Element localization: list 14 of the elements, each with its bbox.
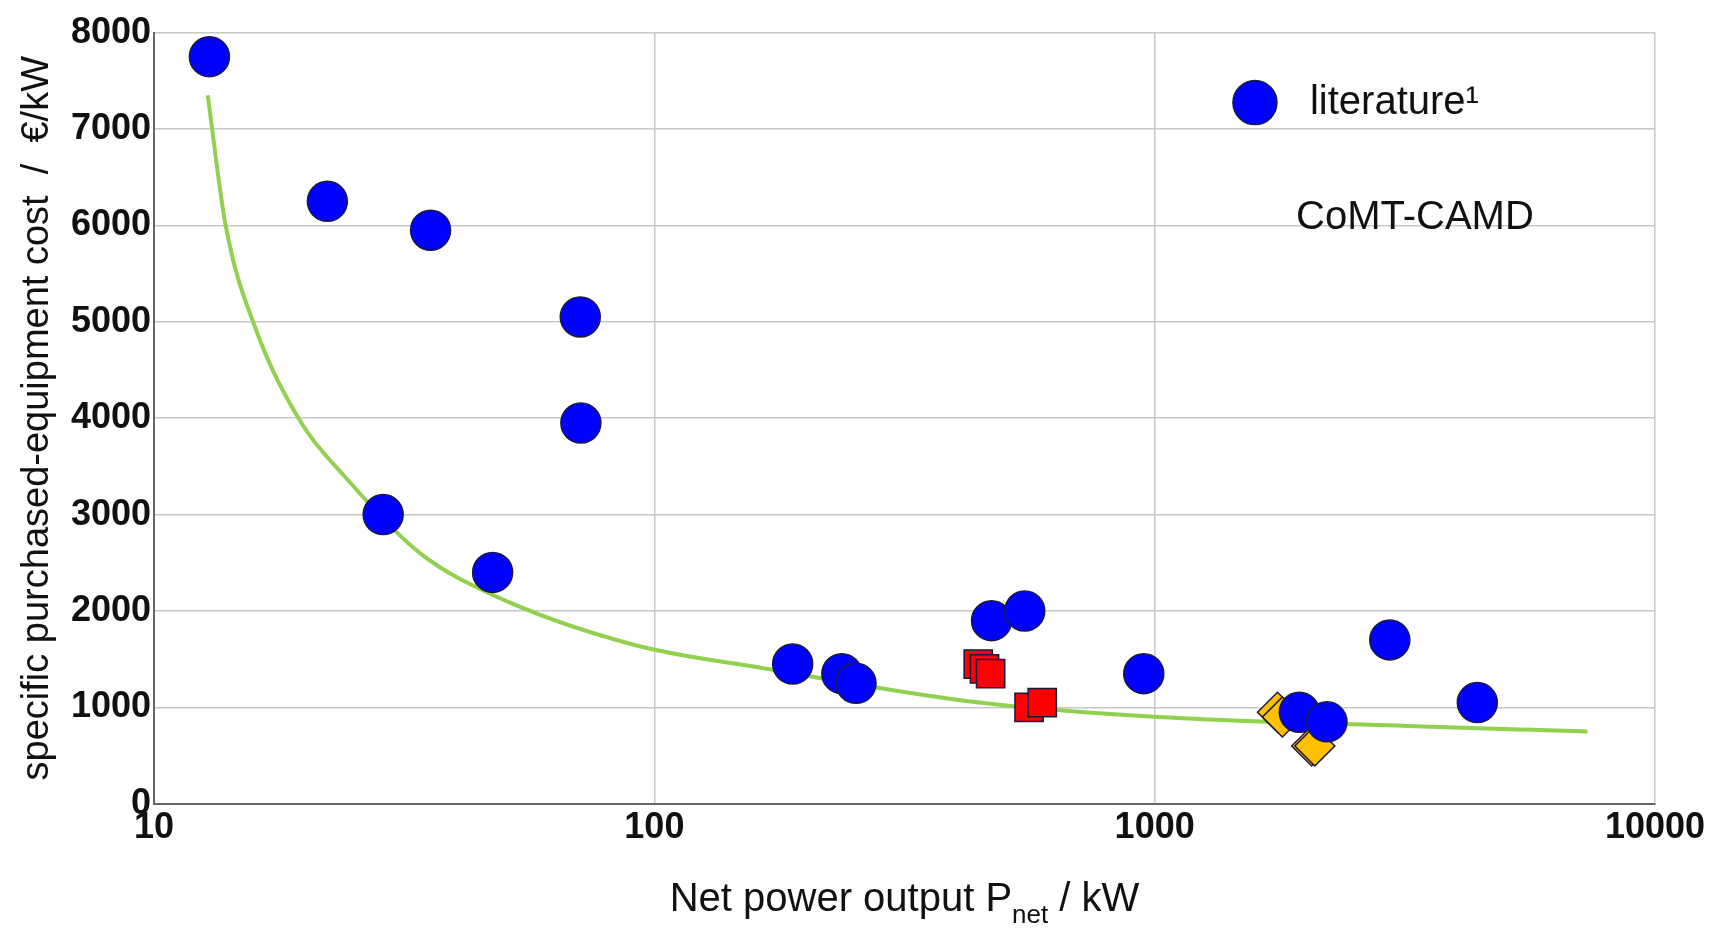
y-tick-label: 4000 xyxy=(70,395,152,437)
x-tick-label: 10000 xyxy=(1604,805,1705,847)
y-tick-label: 8000 xyxy=(70,9,152,51)
y-tick-label: 2000 xyxy=(70,587,152,629)
legend-label: literature¹ xyxy=(1309,77,1479,122)
y-tick-label: 6000 xyxy=(70,202,152,244)
x-tick-label: 1000 xyxy=(1114,805,1195,847)
annotation: CoMT-CAMD xyxy=(1296,192,1534,237)
y-tick-label: 3000 xyxy=(70,491,152,533)
y-axis-title: specific purchased-equipment cost / €/kW xyxy=(14,55,56,781)
y-tick-label: 1000 xyxy=(70,684,152,726)
x-tick-label: 100 xyxy=(624,805,685,847)
y-tick-label: 5000 xyxy=(70,298,152,340)
y-tick-label: 7000 xyxy=(70,105,152,147)
